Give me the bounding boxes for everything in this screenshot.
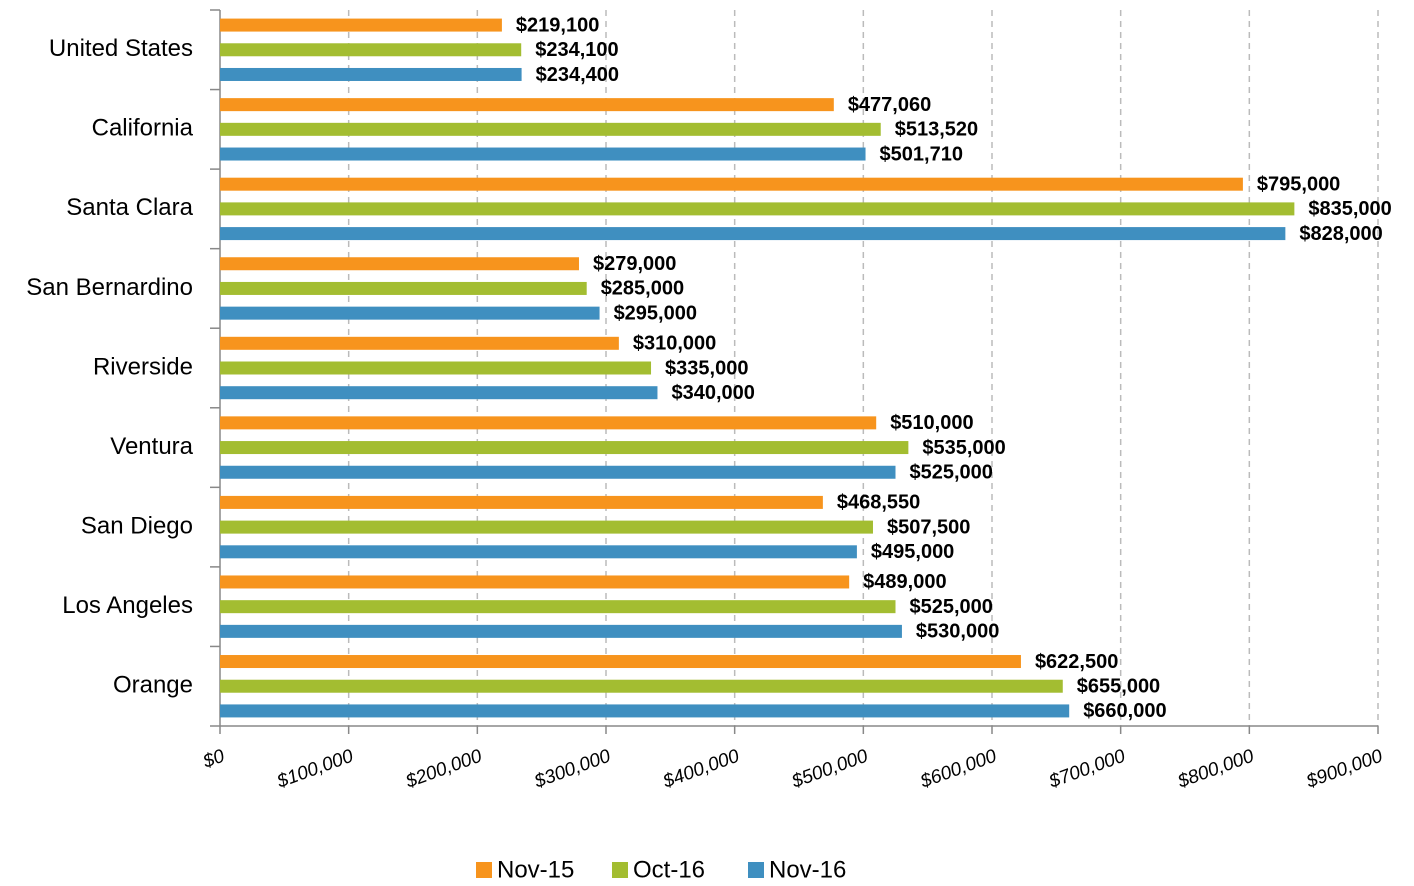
y-tick-label: San Diego [81,512,193,539]
bar [220,495,823,509]
value-label: $340,000 [671,382,754,404]
value-label: $219,100 [516,14,599,36]
bar [220,147,866,161]
x-tick-label: $100,000 [273,746,356,793]
bar [220,227,1286,241]
y-tick-label: Santa Clara [66,194,193,221]
bar [220,336,619,350]
x-tick-label: $800,000 [1174,746,1257,793]
bar [220,624,902,638]
value-label: $795,000 [1257,173,1340,195]
bar [220,679,1063,693]
x-tick-label: $900,000 [1303,746,1386,793]
x-tick-label: $500,000 [788,746,871,793]
legend-label: Nov-16 [769,856,846,883]
x-tick-label: $600,000 [917,746,1000,793]
value-label: $310,000 [633,333,716,355]
value-label: $295,000 [614,302,697,324]
x-tick-label: $400,000 [659,746,742,793]
bar [220,202,1295,216]
bar [220,122,881,136]
bar [220,98,834,112]
value-label: $660,000 [1083,700,1166,722]
legend-swatch [476,862,492,878]
value-label: $489,000 [863,571,946,593]
bar [220,177,1243,191]
y-tick-label: Ventura [110,433,193,460]
bar [220,67,522,81]
x-tick-label: $300,000 [531,746,614,793]
value-label: $477,060 [848,94,931,116]
legend-swatch [612,862,628,878]
x-tick-label: $700,000 [1045,746,1128,793]
value-label: $622,500 [1035,651,1118,673]
value-label: $507,500 [887,516,970,538]
x-tick-label: $0 [199,746,227,773]
value-label: $510,000 [890,412,973,434]
x-tick-label: $200,000 [402,746,485,793]
bar [220,545,857,559]
value-label: $234,400 [536,64,619,86]
legend-label: Oct-16 [633,856,705,883]
value-label: $501,710 [880,143,963,165]
value-label: $513,520 [895,119,978,141]
y-tick-label: United States [49,35,193,62]
value-label: $835,000 [1308,198,1391,220]
bar [220,306,600,320]
value-label: $655,000 [1077,676,1160,698]
value-label: $279,000 [593,253,676,275]
bar [220,43,522,57]
y-tick-label: San Bernardino [26,274,193,301]
bar [220,361,652,375]
value-label: $285,000 [601,278,684,300]
value-label: $495,000 [871,541,954,563]
legend-label: Nov-15 [497,856,574,883]
y-tick-label: Riverside [93,353,193,380]
bar [220,441,909,455]
bar [220,18,502,32]
value-label: $535,000 [922,437,1005,459]
value-label: $234,100 [535,39,618,61]
value-label: $828,000 [1299,223,1382,245]
value-label: $468,550 [837,492,920,514]
y-tick-label: California [92,115,194,142]
bar [220,465,896,479]
bar [220,386,658,400]
value-label: $335,000 [665,357,748,379]
bar [220,704,1070,718]
bar [220,257,579,271]
bar [220,281,587,295]
bar [220,600,896,614]
bar [220,655,1021,669]
bar [220,520,873,534]
y-tick-label: Los Angeles [62,592,193,619]
value-label: $530,000 [916,621,999,643]
y-tick-label: Orange [113,672,193,699]
bar [220,575,850,589]
value-label: $525,000 [910,596,993,618]
value-label: $525,000 [910,462,993,484]
bar [220,416,877,430]
legend-swatch [748,862,764,878]
